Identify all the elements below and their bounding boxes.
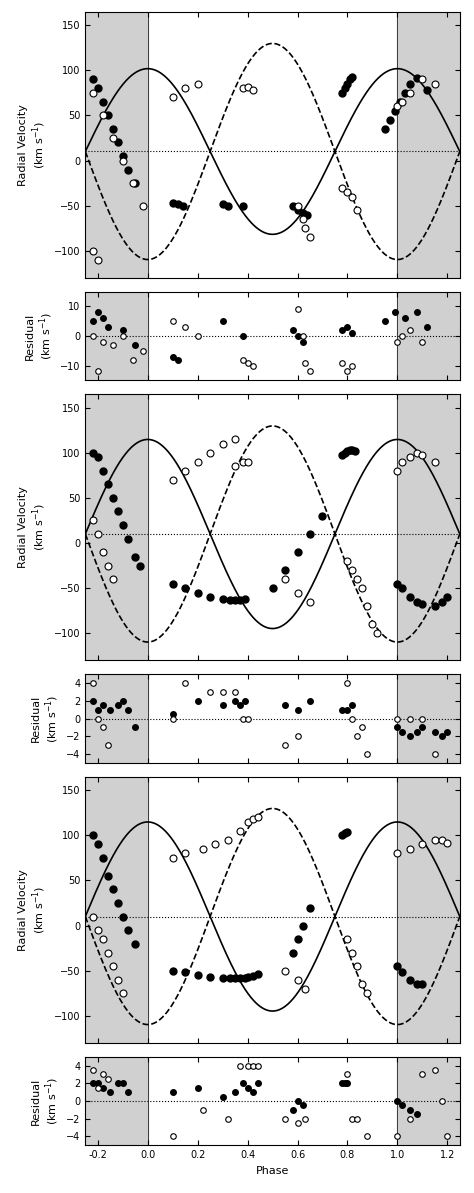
Bar: [397, 292, 460, 381]
Bar: [85, 1057, 148, 1145]
Bar: [397, 777, 460, 1043]
Bar: [397, 395, 460, 660]
Bar: [397, 12, 460, 278]
X-axis label: Phase: Phase: [256, 1166, 289, 1175]
Y-axis label: Residual
(km s$^{-1}$): Residual (km s$^{-1}$): [30, 694, 61, 742]
Bar: [397, 1057, 460, 1145]
Bar: [85, 674, 148, 762]
Y-axis label: Residual
(km s$^{-1}$): Residual (km s$^{-1}$): [24, 311, 55, 360]
Y-axis label: Radial Velocity
(km s$^{-1}$): Radial Velocity (km s$^{-1}$): [18, 487, 48, 568]
Bar: [85, 12, 148, 278]
Bar: [85, 292, 148, 381]
Y-axis label: Radial Velocity
(km s$^{-1}$): Radial Velocity (km s$^{-1}$): [18, 104, 48, 186]
Bar: [397, 674, 460, 762]
Y-axis label: Radial Velocity
(km s$^{-1}$): Radial Velocity (km s$^{-1}$): [18, 869, 48, 951]
Bar: [85, 395, 148, 660]
Bar: [85, 777, 148, 1043]
Y-axis label: Residual
(km s$^{-1}$): Residual (km s$^{-1}$): [30, 1077, 61, 1125]
